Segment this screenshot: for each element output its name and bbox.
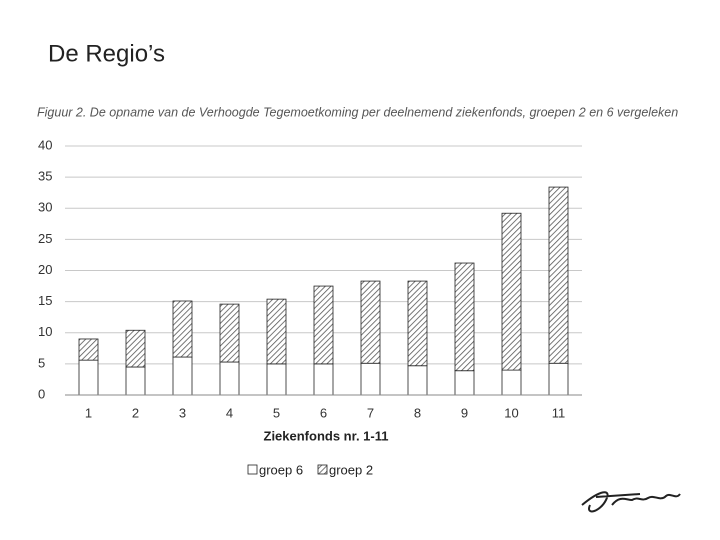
x-tick-label: 11: [552, 405, 566, 420]
bar-segment: [172, 356, 193, 396]
bar-segment: [313, 363, 334, 396]
logo: [581, 491, 681, 513]
x-tick-label: 9: [461, 405, 468, 420]
x-tick-label: 1: [85, 405, 92, 420]
bar-segment: [78, 359, 99, 396]
bar-segment: [548, 186, 569, 364]
y-tick-label: 15: [38, 293, 52, 308]
bar-segment: [548, 362, 569, 396]
bar-segment: [454, 370, 475, 396]
bar-segment: [125, 329, 146, 368]
x-tick-label: 4: [226, 405, 233, 420]
bar-segment: [407, 280, 428, 367]
x-tick-label: 10: [504, 405, 518, 420]
bar-segment: [454, 262, 475, 372]
chart-title: Figuur 2. De opname van de Verhoogde Teg…: [37, 105, 678, 119]
bar-segment: [501, 212, 522, 371]
y-tick-label: 25: [38, 231, 52, 246]
y-tick-label: 40: [38, 137, 52, 152]
legend-label: groep 2: [329, 462, 373, 477]
x-tick-label: 2: [132, 405, 139, 420]
bar-segment: [360, 362, 381, 396]
legend-swatch: [247, 464, 258, 475]
y-tick-label: 0: [38, 386, 45, 401]
bar-segment: [219, 303, 240, 363]
x-tick-label: 7: [367, 405, 374, 420]
legend-label: groep 6: [259, 462, 303, 477]
bar-segment: [78, 338, 99, 361]
bar-segment: [266, 363, 287, 396]
y-tick-label: 10: [38, 324, 52, 339]
x-tick-label: 8: [414, 405, 421, 420]
legend-swatch: [317, 464, 328, 475]
x-tick-label: 5: [273, 405, 280, 420]
bar-segment: [501, 369, 522, 396]
y-tick-label: 5: [38, 355, 45, 370]
y-tick-label: 20: [38, 262, 52, 277]
bar-segment: [407, 365, 428, 396]
bar-segment: [172, 300, 193, 358]
bar-segment: [125, 366, 146, 396]
x-tick-label: 6: [320, 405, 327, 420]
bar-segment: [266, 298, 287, 365]
x-tick-label: 3: [179, 405, 186, 420]
slide-title: De Regio’s: [48, 40, 165, 67]
bar-segment: [360, 280, 381, 364]
y-tick-label: 35: [38, 169, 52, 184]
x-axis-label: Ziekenfonds nr. 1-11: [264, 428, 389, 443]
y-tick-label: 30: [38, 200, 52, 215]
bar-segment: [219, 361, 240, 396]
bar-segment: [313, 285, 334, 365]
